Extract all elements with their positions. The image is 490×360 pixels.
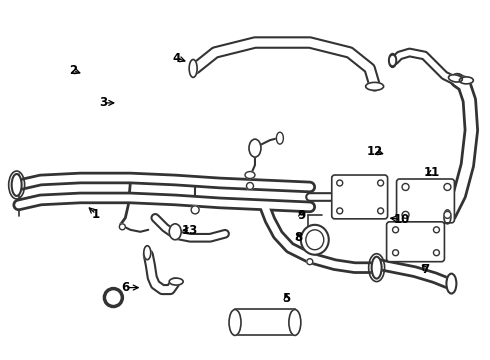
FancyBboxPatch shape: [387, 222, 444, 262]
Ellipse shape: [289, 310, 301, 336]
Text: 7: 7: [422, 263, 430, 276]
Text: 4: 4: [172, 51, 181, 64]
Text: 2: 2: [69, 64, 77, 77]
Ellipse shape: [245, 171, 255, 179]
Ellipse shape: [402, 211, 409, 219]
Ellipse shape: [391, 57, 394, 64]
Ellipse shape: [249, 139, 261, 157]
Ellipse shape: [120, 224, 125, 230]
Text: 8: 8: [294, 231, 303, 244]
Ellipse shape: [366, 82, 384, 90]
FancyBboxPatch shape: [332, 175, 388, 219]
Text: 5: 5: [282, 292, 291, 305]
Ellipse shape: [460, 77, 473, 84]
FancyBboxPatch shape: [396, 179, 454, 223]
Ellipse shape: [169, 278, 183, 285]
Ellipse shape: [169, 224, 181, 240]
Ellipse shape: [444, 211, 451, 219]
Text: 13: 13: [182, 224, 198, 237]
Ellipse shape: [446, 274, 456, 293]
Text: 3: 3: [99, 96, 107, 109]
Ellipse shape: [378, 208, 384, 214]
Ellipse shape: [108, 293, 119, 302]
Ellipse shape: [229, 310, 241, 336]
Ellipse shape: [307, 259, 313, 265]
Text: 10: 10: [393, 213, 410, 226]
Ellipse shape: [371, 257, 382, 279]
Ellipse shape: [306, 230, 324, 250]
Ellipse shape: [448, 75, 462, 82]
Ellipse shape: [434, 250, 440, 256]
Ellipse shape: [389, 54, 396, 67]
Ellipse shape: [378, 180, 384, 186]
Ellipse shape: [189, 59, 197, 77]
Ellipse shape: [301, 225, 329, 255]
Ellipse shape: [392, 227, 398, 233]
Ellipse shape: [444, 184, 451, 190]
Text: 1: 1: [92, 208, 100, 221]
Ellipse shape: [191, 206, 199, 214]
Ellipse shape: [392, 250, 398, 256]
Ellipse shape: [337, 208, 343, 214]
Text: 12: 12: [367, 145, 383, 158]
Ellipse shape: [12, 174, 22, 196]
Ellipse shape: [337, 180, 343, 186]
Ellipse shape: [444, 210, 451, 224]
Ellipse shape: [104, 289, 122, 306]
Ellipse shape: [434, 227, 440, 233]
Ellipse shape: [402, 184, 409, 190]
Text: 6: 6: [121, 281, 129, 294]
Ellipse shape: [246, 183, 253, 189]
Ellipse shape: [276, 132, 283, 144]
Text: 11: 11: [423, 166, 440, 179]
Text: 9: 9: [297, 210, 305, 222]
Ellipse shape: [144, 246, 151, 260]
